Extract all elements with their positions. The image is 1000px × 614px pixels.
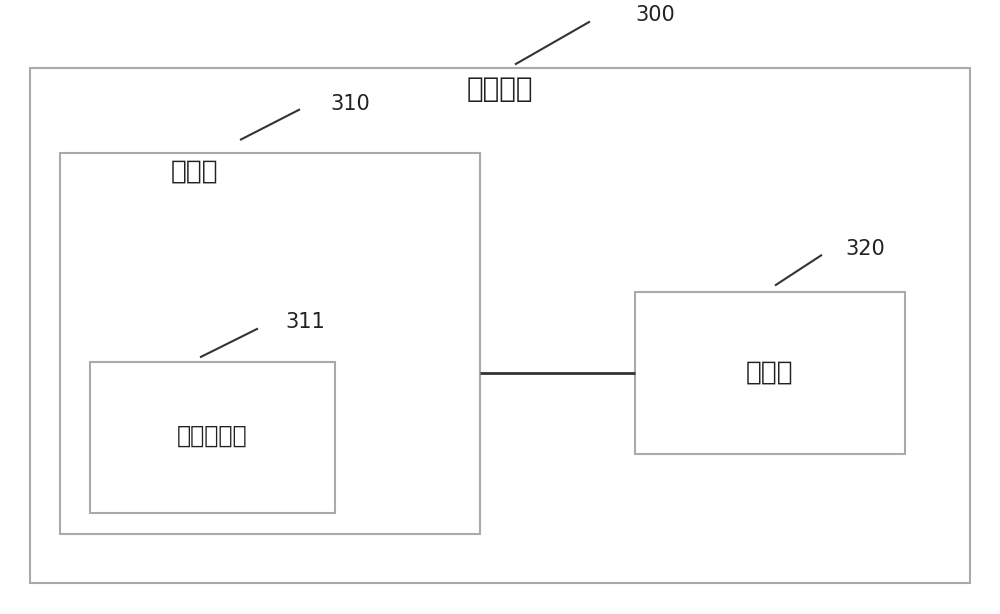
Text: 300: 300 — [635, 6, 675, 25]
Text: 处理器: 处理器 — [746, 360, 794, 386]
Bar — [60, 154, 480, 534]
Bar — [30, 68, 970, 583]
Text: 320: 320 — [845, 239, 885, 258]
Bar — [90, 362, 335, 513]
Text: 电子设备: 电子设备 — [467, 75, 533, 103]
Text: 311: 311 — [285, 313, 325, 332]
Text: 310: 310 — [330, 95, 370, 114]
Bar — [635, 292, 905, 454]
Text: 存储器: 存储器 — [171, 159, 219, 185]
Text: 计算机程序: 计算机程序 — [177, 424, 248, 448]
